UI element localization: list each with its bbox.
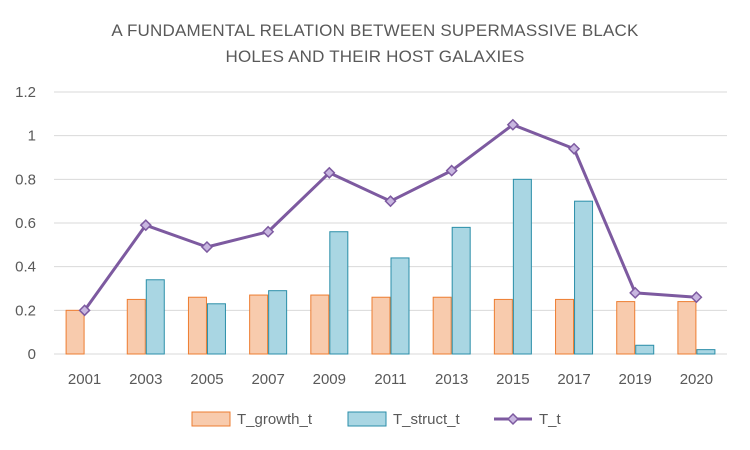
bar-t-growth-t [677, 301, 697, 355]
legend-label-t-growth-t: T_growth_t [237, 411, 313, 428]
bar-t-growth-t [187, 296, 207, 355]
marker-t-t [690, 291, 703, 304]
bar-t-struct-t [206, 303, 226, 355]
x-tick-label: 2019 [619, 371, 652, 388]
y-tick-label: 0.2 [15, 302, 36, 319]
chart-title-line-1: A FUNDAMENTAL RELATION BETWEEN SUPERMASS… [111, 21, 639, 40]
line-series [78, 118, 703, 317]
y-tick-label: 0.4 [15, 259, 36, 276]
y-tick-label: 0 [28, 346, 36, 363]
x-tick-label: 2015 [496, 371, 529, 388]
marker-t-t [506, 118, 519, 131]
legend-marker-t-t [506, 412, 520, 426]
x-tick-label: 2013 [435, 371, 468, 388]
bar-t-growth-t [432, 296, 452, 355]
legend-swatch-t-struct-t [347, 411, 387, 427]
y-tick-label: 0.6 [15, 215, 36, 232]
legend-swatch-t-growth-t [191, 411, 231, 427]
marker-t-t [200, 240, 214, 254]
x-tick-label: 2017 [557, 371, 590, 388]
marker-t-t [139, 219, 152, 232]
marker-t-t [629, 286, 642, 299]
marker-t-t [323, 166, 336, 179]
marker-t-t [78, 304, 91, 317]
x-tick-label: 2020 [680, 371, 713, 388]
bar-t-growth-t [555, 298, 575, 355]
y-tick-label: 1.2 [15, 84, 36, 101]
x-tick-label: 2009 [313, 371, 346, 388]
legend-label-t-struct-t: T_struct_t [393, 411, 461, 428]
x-tick-label: 2003 [129, 371, 162, 388]
bar-t-growth-t [126, 298, 146, 355]
x-tick-label: 2007 [251, 371, 284, 388]
bar-t-struct-t [696, 349, 716, 355]
bar-t-struct-t [574, 200, 594, 355]
bar-t-growth-t [371, 296, 391, 355]
bar-t-struct-t [390, 257, 410, 355]
x-tick-label: 2011 [374, 371, 406, 388]
bar-t-struct-t [512, 178, 532, 355]
x-tick-label: 2001 [68, 371, 101, 388]
x-axis-ticks: 2001 2003 2005 2007 2009 2011 2013 2015 2017 2019… [68, 371, 713, 388]
x-tick-label: 2005 [190, 371, 223, 388]
legend: T_growth_t T_struct_t T_t [191, 411, 562, 428]
marker-t-t [262, 225, 275, 238]
marker-t-t [384, 195, 397, 208]
chart-title-line-2: HOLES AND THEIR HOST GALAXIES [226, 47, 525, 66]
legend-label-t-t: T_t [539, 411, 562, 428]
y-tick-label: 0.8 [15, 171, 36, 188]
bar-t-struct-t [145, 279, 165, 355]
bar-t-growth-t [65, 309, 85, 355]
y-tick-label: 1 [28, 128, 36, 145]
bar-t-struct-t [268, 290, 288, 355]
bar-t-struct-t [329, 231, 349, 355]
bar-t-growth-t [493, 298, 513, 355]
bar-t-growth-t [310, 294, 330, 355]
bars [65, 178, 716, 355]
bar-t-growth-t [249, 294, 269, 355]
bar-t-struct-t [635, 344, 655, 355]
y-axis-ticks: 0 0.2 0.4 0.6 0.8 1 1.2 [15, 84, 36, 363]
marker-t-t [567, 142, 581, 155]
bar-t-growth-t [616, 301, 636, 355]
marker-t-t [445, 164, 458, 177]
bar-t-struct-t [451, 226, 471, 355]
